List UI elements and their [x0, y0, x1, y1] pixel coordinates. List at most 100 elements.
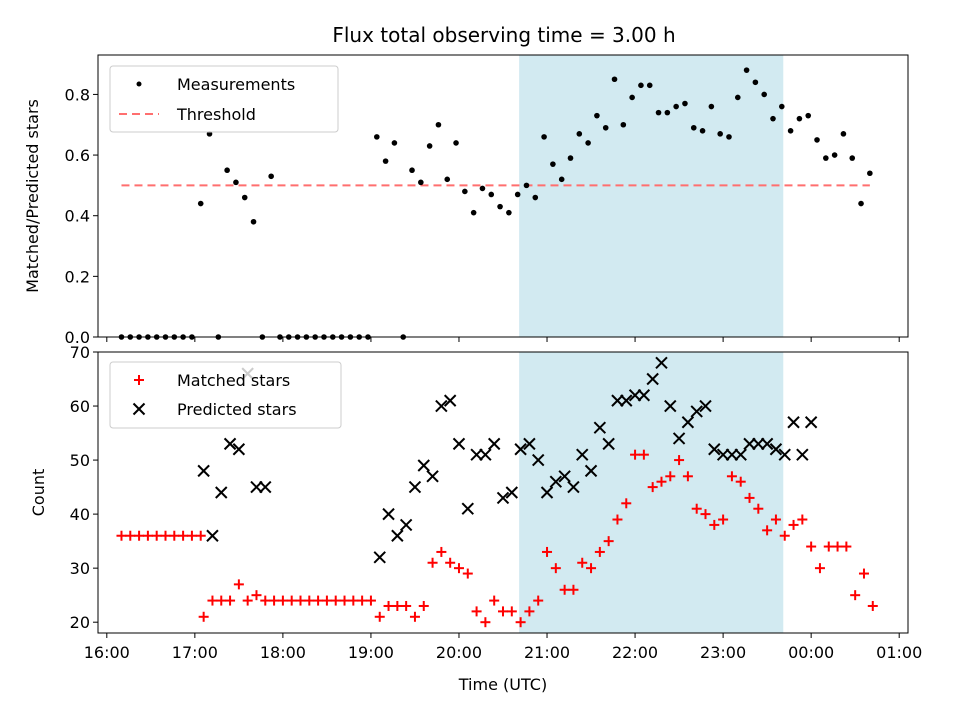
- matched-star-point: [436, 546, 447, 557]
- measurement-point: [655, 109, 662, 116]
- matched-star-point: [823, 541, 834, 552]
- predicted-star-point: [734, 448, 747, 461]
- predicted-star-point: [452, 437, 466, 451]
- measurement-point: [426, 143, 433, 149]
- measurements-legend-label: Measurements: [177, 75, 295, 94]
- y-tick-label: 0.0: [65, 328, 90, 347]
- measurement-point: [734, 94, 741, 101]
- measurement-point: [435, 121, 442, 128]
- measurement-point: [761, 91, 767, 98]
- matched-star-point: [744, 492, 755, 503]
- predicted-star-point: [778, 448, 791, 461]
- y-tick-label: 40: [70, 505, 90, 524]
- measurement-point: [470, 209, 477, 216]
- measurement-point: [840, 131, 847, 137]
- measurement-point: [514, 191, 521, 198]
- measurement-point: [682, 100, 688, 107]
- predicted-star-point: [725, 448, 739, 461]
- predicted-star-point: [399, 518, 413, 532]
- measurement-point: [796, 115, 803, 122]
- predicted-star-point: [558, 470, 571, 483]
- predicted-star-points: [197, 356, 818, 564]
- matched-star-point: [814, 563, 825, 574]
- matched-star-point: [709, 519, 720, 530]
- ratio-y-ticks: 0.0 0.2 0.4 0.6 0.8: [65, 85, 98, 347]
- matched-star-point: [770, 514, 781, 525]
- matched-star-point: [568, 584, 579, 595]
- matched-star-point: [295, 595, 306, 606]
- x-tick-label: 17:00: [172, 643, 218, 662]
- x-tick-label: 01:00: [876, 643, 922, 662]
- measurement-point: [532, 194, 539, 201]
- measurement-point: [541, 134, 547, 140]
- ratio-legend-box: [109, 65, 339, 133]
- matched-star-point: [392, 600, 403, 611]
- predicted-star-point: [611, 394, 624, 407]
- measurement-point: [717, 131, 723, 137]
- matched-star-point: [260, 595, 271, 606]
- matched-star-point: [286, 595, 297, 606]
- predicted-star-point: [760, 437, 774, 451]
- measurement-point: [418, 179, 424, 186]
- matched-star-point: [621, 498, 632, 509]
- matched-star-point: [251, 590, 262, 601]
- matched-star-point: [700, 509, 711, 520]
- predicted-star-point: [197, 464, 210, 478]
- measurement-point: [823, 155, 829, 161]
- predicted-star-point: [523, 437, 536, 451]
- matched-star-point: [762, 525, 773, 536]
- measurement-point: [523, 182, 530, 189]
- ratio-plot-frame: [97, 54, 909, 338]
- count-legend: Matched stars Predicted stars: [109, 361, 342, 429]
- ratio-panel: 0.00.20.40.60.8 Matched/Predicted stars …: [23, 54, 909, 347]
- predicted-star-point: [540, 486, 554, 499]
- matched-star-point: [339, 595, 350, 606]
- matched-star-point: [321, 595, 332, 606]
- predicted-star-point: [223, 437, 237, 451]
- predicted-star-point: [417, 459, 430, 472]
- matched-star-point: [277, 595, 288, 606]
- predicted-star-point: [408, 480, 422, 494]
- predicted-marker-glyph: [132, 402, 146, 416]
- predicted-star-point: [743, 437, 756, 451]
- measurement-point: [690, 124, 697, 131]
- matched-star-point: [674, 455, 685, 466]
- predicted-star-point: [567, 480, 580, 494]
- measurement-point: [453, 140, 459, 146]
- matched-star-point: [178, 530, 189, 541]
- measurement-point: [224, 167, 230, 174]
- matched-star-point: [832, 541, 843, 552]
- matched-star-point: [586, 563, 597, 574]
- predicted-star-point: [690, 405, 703, 418]
- measurement-point: [726, 134, 732, 140]
- observing-window-highlight: [519, 352, 784, 633]
- matched-star-point: [577, 557, 588, 568]
- matched-star-point: [348, 595, 359, 606]
- matched-star-point: [186, 530, 197, 541]
- observing-window-highlight: [519, 55, 784, 337]
- predicted-star-point: [373, 551, 386, 564]
- ratio-y-axis-label: Matched/Predicted stars: [23, 99, 42, 293]
- measurement-point: [233, 179, 239, 186]
- measurement-point: [629, 94, 635, 101]
- matched-star-point: [471, 606, 482, 617]
- matched-star-point: [841, 541, 852, 552]
- matched-star-point: [559, 584, 570, 595]
- y-tick-label: 0.8: [65, 85, 90, 104]
- matched-star-point: [480, 617, 491, 628]
- matched-star-point: [788, 519, 799, 530]
- x-tick-label: 22:00: [612, 643, 658, 662]
- matched-star-point: [867, 600, 878, 611]
- matched-star-point: [735, 476, 746, 487]
- matched-star-point: [806, 541, 817, 552]
- predicted-star-point: [505, 486, 519, 499]
- count-panel: 20 30 40 50 60 70 16:00 17:00 18:00 19:00 20:00 21…: [29, 343, 922, 662]
- ratio-legend: Measurements Threshold: [109, 65, 339, 133]
- matched-star-point: [409, 611, 420, 622]
- measurement-point: [699, 128, 706, 134]
- matched-star-point: [638, 449, 649, 460]
- predicted-legend-marker: [132, 402, 146, 416]
- measurement-point: [409, 167, 415, 174]
- matched-star-point: [462, 568, 473, 579]
- matched-star-point: [330, 595, 341, 606]
